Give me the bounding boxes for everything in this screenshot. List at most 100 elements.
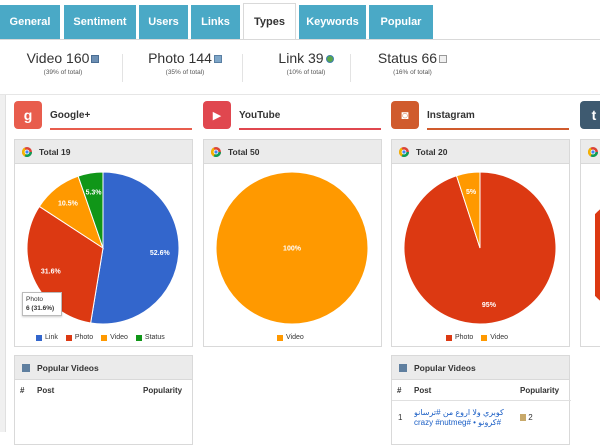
popularity-value: 2 — [528, 413, 533, 422]
legend-label: Video — [110, 334, 128, 341]
panel-title: Total 50 — [228, 147, 260, 157]
type-summary: Video 160 (39% of total) Photo 144 (35% … — [0, 40, 600, 95]
panel-title: Popular Videos — [37, 363, 99, 373]
image-icon — [213, 55, 222, 64]
column-header-number: # — [20, 386, 25, 395]
tooltip-category: Photo — [26, 296, 43, 303]
summary-video: Video 160 (39% of total) — [22, 50, 104, 76]
pie-slice-video[interactable] — [455, 171, 481, 249]
panel-header — [581, 140, 600, 164]
legend-item-video[interactable]: Video — [481, 334, 508, 341]
tab-links[interactable]: Links — [191, 5, 240, 39]
film-icon — [399, 364, 407, 372]
globe-icon — [325, 55, 334, 64]
pie-label-photo: 31.6% — [41, 268, 62, 275]
column-header-popularity[interactable]: Popularity — [143, 386, 183, 395]
summary-status-share: (16% of total) — [393, 69, 432, 76]
summary-link-value: Link 39 — [278, 50, 324, 66]
summary-status-value: Status 66 — [377, 50, 438, 66]
pie-label-video: 100% — [283, 246, 302, 253]
legend-label: Video — [490, 334, 509, 341]
legend-swatch — [36, 334, 42, 341]
legend-item-photo[interactable]: Photo — [65, 334, 94, 341]
youtube-icon: ▶ — [203, 101, 231, 129]
tab-popular[interactable]: Popular — [369, 5, 433, 39]
pie-slice-video[interactable] — [215, 171, 369, 325]
legend-item-link[interactable]: Link — [36, 334, 58, 341]
column-header-number: # — [397, 386, 402, 395]
chrome-icon — [399, 147, 409, 157]
tumblr-icon: t — [580, 101, 600, 129]
summary-video-value: Video 160 — [26, 50, 90, 66]
network-name: YouTube — [239, 110, 281, 121]
panel-header: Total 20 — [392, 140, 569, 164]
legend-swatch — [446, 334, 452, 341]
panel-header: Total 19 — [15, 140, 192, 164]
network-header-youtube: ▶ YouTube — [203, 101, 383, 131]
legend-swatch — [135, 334, 142, 341]
legend-label: Photo — [74, 334, 94, 341]
googleplus-legend: Link Photo Video Status — [36, 334, 165, 341]
tumblr-chart-panel — [580, 139, 600, 347]
tab-sentiment[interactable]: Sentiment — [64, 5, 136, 39]
youtube-legend: Video — [277, 334, 304, 341]
pie-label-status: 5.3% — [86, 189, 103, 196]
tab-divider — [0, 39, 600, 40]
tumblr-pie-partial — [595, 209, 600, 301]
network-header-googleplus: g Google+ — [14, 101, 194, 131]
panel-title: Total 20 — [416, 147, 448, 157]
tab-general[interactable]: General — [0, 5, 60, 39]
legend-label: Link — [45, 334, 58, 341]
legend-label: Photo — [455, 334, 474, 341]
legend-swatch — [101, 334, 108, 341]
legend-item-video[interactable]: Video — [101, 334, 128, 341]
film-icon — [91, 55, 100, 64]
instagram-legend: Photo Video — [446, 334, 508, 341]
instagram-pie-chart[interactable]: 95% 5% — [391, 164, 570, 332]
summary-link-share: (10% of total) — [286, 69, 326, 76]
chrome-icon — [211, 147, 221, 157]
legend-item-photo[interactable]: Photo — [446, 334, 473, 341]
panel-header: Popular Videos — [15, 356, 192, 380]
summary-video-share: (39% of total) — [43, 69, 83, 76]
row-popularity: 2 — [520, 413, 533, 422]
chrome-icon — [22, 147, 32, 157]
panel-title: Total 19 — [39, 147, 71, 157]
tooltip-value: 6 (31.6%) — [26, 305, 55, 312]
tab-bar: General Sentiment Users Links Types Keyw… — [0, 0, 600, 40]
summary-photo: Photo 144 (35% of total) — [144, 50, 226, 76]
network-name: Instagram — [427, 110, 475, 121]
tab-users[interactable]: Users — [139, 5, 188, 39]
summary-photo-value: Photo 144 — [148, 50, 212, 66]
youtube-pie-chart[interactable]: 100% — [203, 164, 382, 332]
panel-header: Total 50 — [204, 140, 381, 164]
network-header-tumblr: t — [580, 101, 600, 131]
pie-tooltip: Photo 6 (31.6%) — [22, 292, 62, 316]
network-underline — [427, 128, 569, 130]
document-icon — [439, 55, 448, 64]
summary-link: Link 39 (10% of total) — [265, 50, 347, 76]
googleplus-popular-videos: Popular Videos # Post Popularity — [14, 355, 193, 445]
pie-slice-link[interactable] — [90, 171, 180, 325]
legend-swatch — [481, 334, 488, 341]
instagram-icon: ◙ — [391, 101, 419, 129]
bar-chart-icon — [520, 414, 526, 422]
post-link[interactable]: كوبري ولا اروع من #ترسانو #كرونو • #craz… — [414, 408, 504, 427]
pie-label-photo: 95% — [482, 302, 497, 309]
googleplus-icon: g — [14, 101, 42, 129]
row-number: 1 — [398, 413, 403, 422]
tab-types[interactable]: Types — [243, 3, 296, 40]
row-divider — [392, 400, 571, 401]
network-header-instagram: ◙ Instagram — [391, 101, 571, 131]
tab-keywords[interactable]: Keywords — [299, 5, 366, 39]
legend-label: Video — [286, 334, 304, 341]
pie-label-video: 5% — [466, 189, 477, 196]
pie-slice-status[interactable] — [77, 171, 104, 249]
divider — [350, 54, 351, 82]
legend-item-video[interactable]: Video — [277, 334, 304, 341]
instagram-popular-videos: Popular Videos # Post Popularity 1 كوبري… — [391, 355, 571, 445]
network-name: Google+ — [50, 110, 91, 121]
legend-label: Status — [144, 334, 165, 341]
column-header-popularity[interactable]: Popularity — [520, 386, 560, 395]
legend-item-status[interactable]: Status — [135, 334, 165, 341]
